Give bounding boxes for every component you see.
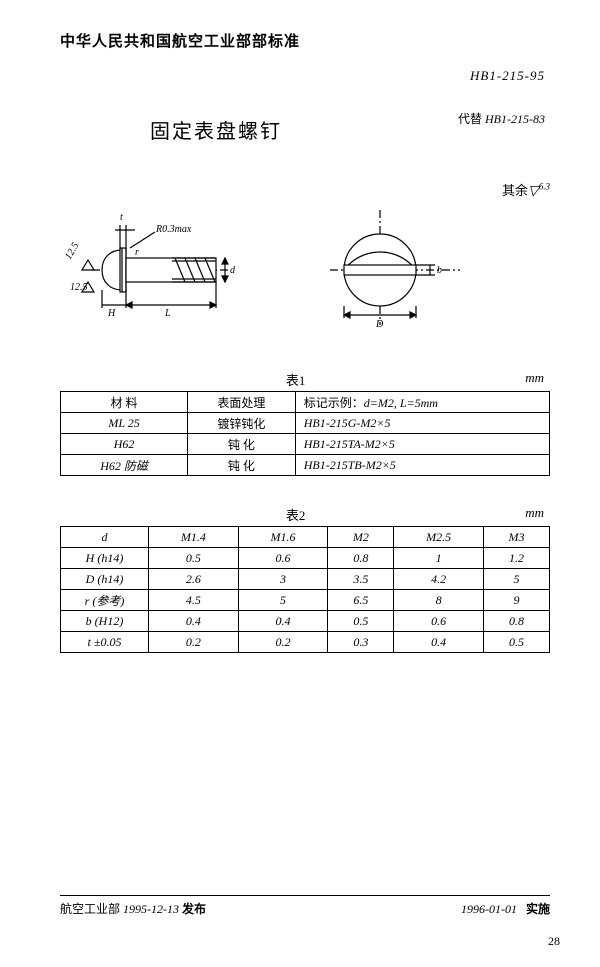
svg-text:L: L — [164, 308, 171, 319]
table-row: d M1.4 M1.6 M2 M2.5 M3 — [61, 527, 550, 548]
diagram-area: 其余▽6.3 — [60, 190, 550, 340]
table-row: H (h14) 0.50.60.811.2 — [61, 548, 550, 569]
standard-code: HB1-215-95 — [470, 68, 545, 84]
svg-text:D: D — [375, 319, 384, 330]
svg-text:r: r — [135, 247, 139, 258]
svg-text:H: H — [107, 308, 116, 319]
surface-finish-label: 其余▽6.3 — [502, 180, 550, 200]
table-row: r (参考) 4.556.589 — [61, 590, 550, 611]
document-title: 固定表盘螺钉 — [150, 115, 282, 144]
svg-text:b: b — [437, 265, 442, 276]
replace-prefix: 代替 — [458, 112, 482, 126]
svg-text:d: d — [230, 265, 236, 276]
table-2-caption: 表2 — [66, 505, 525, 524]
table-row: 材 料 表面处理 标记示例：d=M2, L=5mm — [61, 392, 550, 413]
svg-text:t: t — [120, 212, 123, 223]
table-row: H62 钝 化 HB1-215TA-M2×5 — [61, 434, 550, 455]
engineering-drawing: d L H t R0.3max — [60, 190, 550, 340]
svg-text:12.5: 12.5 — [63, 241, 81, 262]
org-title: 中华人民共和国航空工业部部标准 — [60, 30, 550, 51]
replace-value: HB1-215-83 — [485, 112, 545, 126]
table-1-block: 表1 mm 材 料 表面处理 标记示例：d=M2, L=5mm ML 25 镀锌… — [60, 370, 550, 476]
table-row: D (h14) 2.633.54.25 — [61, 569, 550, 590]
page-number: 28 — [548, 934, 560, 949]
table-2-block: 表2 mm d M1.4 M1.6 M2 M2.5 M3 H (h14) 0.5… — [60, 505, 550, 653]
footer-issue: 航空工业部 1995-12-13 发布 — [60, 900, 206, 917]
table-1-caption: 表1 — [66, 370, 525, 389]
replace-code: 代替 HB1-215-83 — [458, 110, 545, 127]
footer-impl: 1996-01-01 实施 — [461, 900, 550, 917]
table-row: t ±0.05 0.20.20.30.40.5 — [61, 632, 550, 653]
table-row: ML 25 镀锌钝化 HB1-215G-M2×5 — [61, 413, 550, 434]
footer: 航空工业部 1995-12-13 发布 1996-01-01 实施 — [60, 895, 550, 917]
table-1: 材 料 表面处理 标记示例：d=M2, L=5mm ML 25 镀锌钝化 HB1… — [60, 391, 550, 476]
table-2-unit: mm — [525, 505, 544, 524]
table-row: H62 防磁 钝 化 HB1-215TB-M2×5 — [61, 455, 550, 476]
table-1-unit: mm — [525, 370, 544, 389]
svg-text:R0.3max: R0.3max — [155, 224, 192, 235]
table-2: d M1.4 M1.6 M2 M2.5 M3 H (h14) 0.50.60.8… — [60, 526, 550, 653]
table-row: b (H12) 0.40.40.50.60.8 — [61, 611, 550, 632]
